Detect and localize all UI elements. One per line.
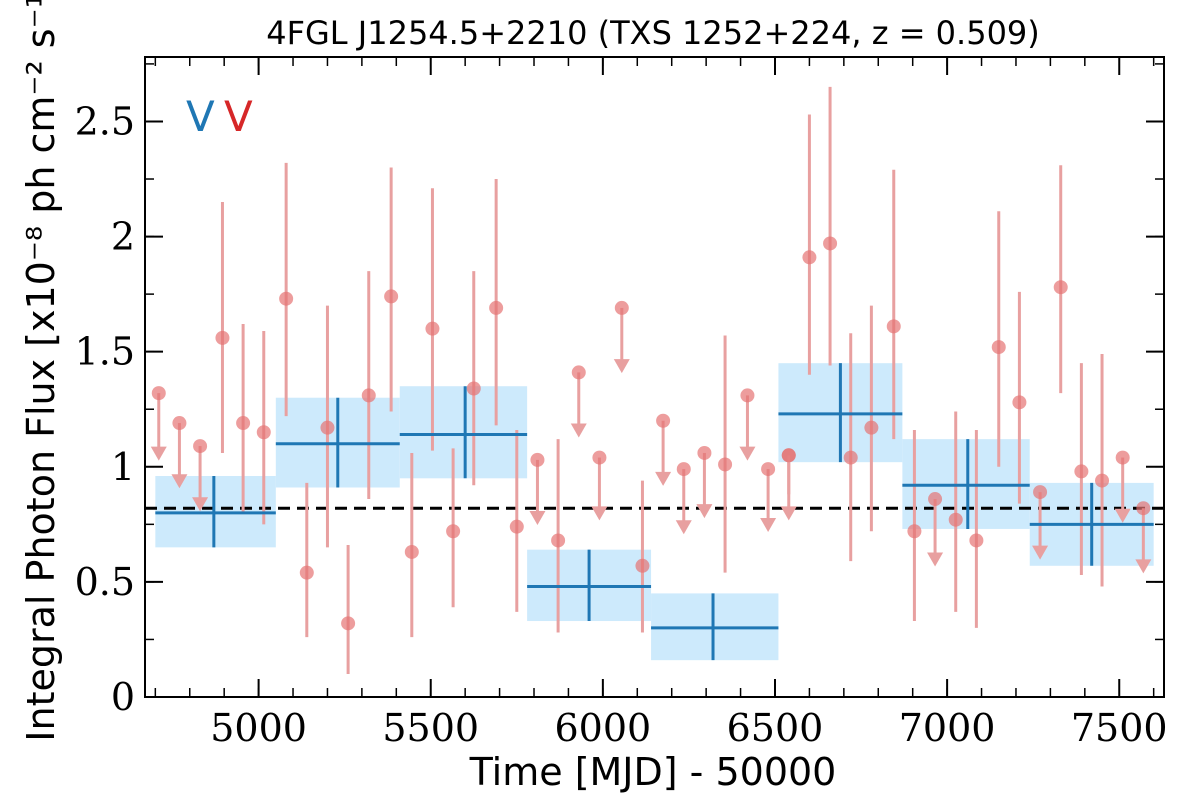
detection-point (236, 416, 251, 431)
upper-limit-point (928, 492, 943, 507)
upper-limit-arrow (780, 506, 797, 521)
upper-limit-arrow (150, 446, 167, 461)
upper-limit-point (676, 462, 691, 477)
x-tick-label: 6000 (555, 706, 652, 750)
detection-point (907, 524, 922, 539)
y-tick-label: 1.5 (75, 330, 135, 374)
x-tick-label: 6500 (727, 706, 824, 750)
axes-frame (144, 56, 1165, 698)
upper-limit-point (592, 450, 607, 465)
detection-error-bars (220, 86, 1104, 674)
y-tick-label: 0 (111, 675, 135, 719)
y-tick-label: 1 (111, 445, 135, 489)
x-tick-label: 5000 (210, 706, 307, 750)
chart-title: 4FGL J1254.5+2210 (TXS 1252+224, z = 0.5… (266, 14, 1040, 52)
legend-entry: V (224, 92, 253, 141)
y-tick-label: 2 (111, 215, 135, 259)
x-tick-label: 7500 (1071, 706, 1168, 750)
detection-point (948, 512, 963, 527)
upper-limit-arrow (570, 423, 587, 438)
binned-band (399, 386, 528, 479)
detection-point (341, 616, 356, 631)
binned-crosses (155, 363, 1154, 661)
upper-limit-point (1033, 485, 1048, 500)
upper-limit-arrow (655, 471, 672, 486)
plot-frame (144, 56, 1165, 698)
detection-point (1095, 473, 1110, 488)
upper-limit-point (697, 445, 712, 460)
detection-point (886, 319, 901, 334)
upper-limit-arrow (760, 517, 777, 532)
detection-point (635, 558, 650, 573)
upper-limit-arrow (739, 446, 756, 461)
axis-ticks: 5000 5500 6000 6500 7000 7500 0 0.5 1 1.5 2 2.5 (75, 57, 1168, 750)
detection-point (256, 425, 271, 440)
upper-limit-arrow (529, 511, 546, 526)
upper-limit-point (571, 365, 586, 380)
detection-point (320, 420, 335, 435)
detection-point (864, 420, 879, 435)
detection-point (969, 533, 984, 548)
detection-point (489, 300, 504, 315)
detection-point (823, 236, 838, 251)
upper-limit-point (761, 462, 776, 477)
upper-limit-point (530, 452, 545, 467)
upper-limit-point (614, 300, 629, 315)
detection-point (991, 340, 1006, 355)
detection-point (299, 565, 314, 580)
binned-bands (155, 363, 1154, 661)
detection-point (404, 544, 419, 559)
x-axis-label: Time [MJD] - 50000 (469, 750, 837, 794)
detection-point (1074, 464, 1089, 479)
upper-limit-arrow (1032, 545, 1049, 560)
detection-point (446, 524, 461, 539)
upper-limit-point (656, 413, 671, 428)
legend-entry: V (186, 92, 215, 141)
y-tick-label: 2.5 (75, 99, 135, 143)
upper-limit-arrow (192, 497, 209, 512)
upper-limit-arrow (613, 359, 630, 374)
detection-point (1012, 395, 1027, 410)
detection-point (215, 330, 230, 345)
upper-limit-point (781, 448, 796, 463)
upper-limit-point (172, 416, 187, 431)
detection-point (802, 250, 817, 265)
y-axis-label: Integral Photon Flux [x10⁻⁸ ph cm⁻² s⁻¹] (19, 0, 63, 742)
y-tick-label: 0.5 (75, 560, 135, 604)
upper-limit-arrow (927, 552, 944, 567)
detection-point (509, 519, 524, 534)
upper-limit-point (151, 386, 166, 401)
detection-point (361, 388, 376, 403)
detection-point (1053, 280, 1068, 295)
upper-limit-arrows (150, 300, 1152, 574)
detection-point (551, 533, 566, 548)
x-tick-label: 7000 (899, 706, 996, 750)
upper-limit-point (193, 439, 208, 454)
upper-limit-arrow (675, 520, 692, 535)
upper-limit-point (740, 388, 755, 403)
detection-point (279, 291, 294, 306)
upper-limit-arrow (1135, 559, 1152, 574)
detection-point (384, 289, 399, 304)
upper-limit-arrow (591, 506, 608, 521)
upper-limit-arrow (1114, 508, 1131, 523)
upper-limit-point (1136, 501, 1151, 516)
upper-limit-arrow (696, 504, 713, 519)
upper-limit-point (1115, 450, 1130, 465)
detection-point (843, 450, 858, 465)
upper-limit-arrow (171, 474, 188, 489)
x-tick-label: 5500 (382, 706, 479, 750)
detection-point (718, 457, 733, 472)
detection-point (466, 381, 481, 396)
detection-point (425, 321, 440, 336)
